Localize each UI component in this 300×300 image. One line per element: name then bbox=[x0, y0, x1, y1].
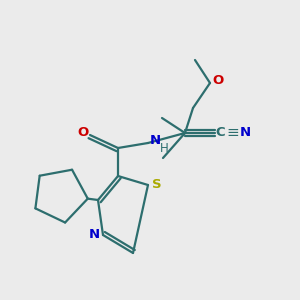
Text: S: S bbox=[152, 178, 162, 191]
Text: N: N bbox=[88, 229, 100, 242]
Text: ≡: ≡ bbox=[226, 125, 239, 140]
Text: H: H bbox=[160, 142, 168, 154]
Text: O: O bbox=[77, 127, 88, 140]
Text: N: N bbox=[149, 134, 161, 148]
Text: O: O bbox=[212, 74, 224, 86]
Text: C: C bbox=[215, 127, 225, 140]
Text: N: N bbox=[239, 127, 250, 140]
